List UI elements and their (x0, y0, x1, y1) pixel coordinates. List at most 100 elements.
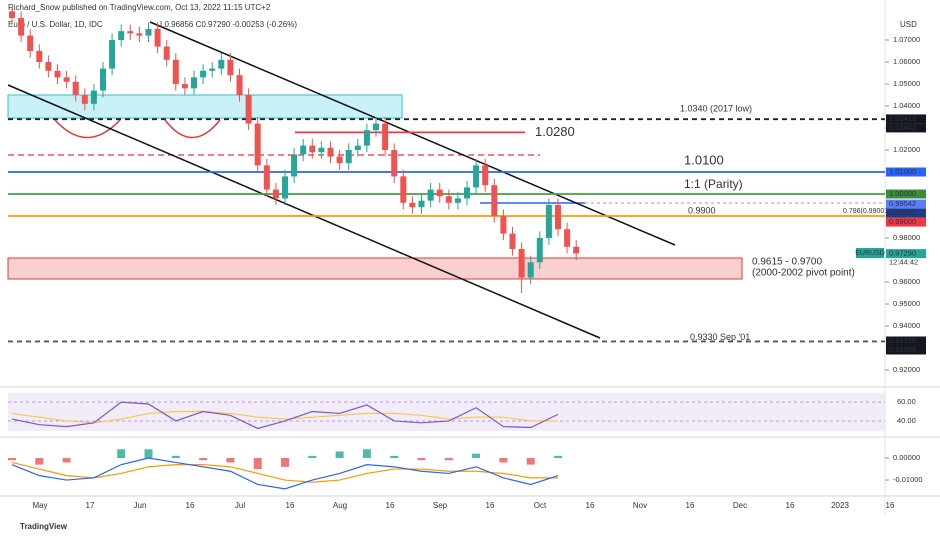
arc (164, 119, 221, 139)
x-tick-label: 16 (486, 501, 495, 510)
macd-bar (472, 453, 481, 459)
candle-body (27, 35, 34, 51)
x-tick-label: 16 (386, 501, 395, 510)
candle-body (427, 189, 434, 201)
macd-bar (417, 458, 426, 461)
candle-body (36, 50, 43, 62)
macd-bar (526, 458, 535, 465)
x-tick-label: May (32, 501, 47, 510)
level-label: 0.9900 (688, 205, 716, 215)
candle-body (345, 150, 352, 164)
candle-body (136, 33, 143, 36)
candle-body (509, 233, 516, 250)
candle-body (154, 28, 161, 47)
y-tick-label: 1.02000 (893, 145, 920, 154)
rsi-tick-label: 40.00 (897, 416, 916, 425)
ohlc: L0.96856 C0.97290 -0.00253 (-0.26%) (160, 20, 297, 29)
x-tick-label: 16 (886, 501, 895, 510)
zone-label: 0.9615 - 0.9700 (752, 257, 822, 268)
y-tick-label: 0.98000 (893, 233, 920, 242)
macd-bar (62, 458, 71, 463)
level-label: 1.0100 (684, 152, 724, 167)
x-tick-label: 16 (186, 501, 195, 510)
candle-body (145, 28, 152, 36)
macd-bar (281, 458, 289, 467)
candle-body (327, 147, 334, 157)
macd-bar (499, 458, 508, 463)
price-tag (886, 189, 926, 199)
candle-body (418, 200, 425, 208)
candle-body (227, 59, 234, 76)
price-tag-label: 1.03403 (889, 123, 916, 132)
macd-bar (8, 458, 16, 461)
y-tick-label: 1.06000 (893, 57, 920, 66)
candle-body (236, 75, 243, 95)
candle-body (445, 196, 452, 203)
y-tick-label: 1.04000 (893, 101, 920, 110)
fib-label: 0.786(0.99001) (843, 208, 890, 215)
channel-line (7, 84, 601, 339)
price-tag-label: 0.93309 (889, 345, 916, 354)
zone-note: (2000-2002 pivot point) (752, 268, 855, 279)
candle-body (454, 198, 461, 203)
ticker: EURUSD (855, 250, 885, 257)
candle-body (254, 123, 261, 166)
candle-body (209, 68, 216, 71)
level-label: 0.9330 Sep '01 (690, 332, 750, 342)
macd-tick-label: -0.01000 (893, 475, 923, 484)
candle-body (382, 123, 389, 151)
countdown: 12:44:42 (889, 258, 918, 267)
signal-line (11, 461, 558, 483)
price-tag (886, 208, 926, 218)
x-tick-label: Nov (633, 501, 647, 510)
candle-body (473, 165, 480, 188)
rsi-tick-label: 60.00 (897, 397, 916, 406)
price-tag-label: 0.97290 (889, 249, 916, 258)
candle-body (90, 90, 97, 104)
x-tick-label: 16 (786, 501, 795, 510)
y-tick-label: 0.94000 (893, 321, 920, 330)
candle-body (109, 39, 116, 69)
y-tick-label: 0.95000 (893, 299, 920, 308)
currency: USD (900, 20, 917, 29)
candle-body (400, 176, 407, 203)
candle-body (482, 165, 489, 186)
macd-bar (390, 455, 399, 459)
candle-body (291, 154, 298, 177)
candle-body (118, 31, 125, 40)
x-tick-label: 16 (286, 501, 295, 510)
brand: TradingView (20, 522, 68, 531)
macd-bar (362, 449, 371, 459)
macd-bar (226, 458, 235, 463)
candle-body (500, 216, 507, 234)
channel-line (149, 21, 676, 246)
rsi-band (8, 393, 885, 431)
candle-body (318, 147, 325, 153)
macd-bar (335, 451, 344, 459)
candle-body (100, 68, 106, 91)
candle-body (436, 189, 443, 197)
candle-body (191, 77, 197, 89)
x-tick-label: Sep (433, 501, 448, 510)
x-tick-label: Jun (134, 501, 147, 510)
price-tag (886, 345, 926, 355)
x-tick-label: Oct (534, 501, 547, 510)
x-tick-label: 16 (586, 501, 595, 510)
price-tag-label: 0.99540 (889, 208, 916, 217)
candle-body (163, 46, 170, 60)
candle-body (409, 202, 416, 208)
level-label: 1.0280 (535, 124, 575, 139)
candle-body (218, 59, 225, 69)
price-tag-label: 0.99542 (889, 199, 916, 208)
candle-body (300, 145, 307, 155)
macd-bar (308, 455, 317, 459)
candle-body (491, 185, 498, 217)
pivot-zone (7, 257, 743, 280)
price-tag (886, 249, 926, 259)
price-tag (886, 199, 926, 209)
candle-body (363, 130, 370, 146)
y-tick-label: 1.05000 (893, 79, 920, 88)
macd-bar (253, 458, 262, 470)
candle-body (536, 238, 543, 263)
candle-body (309, 145, 316, 153)
